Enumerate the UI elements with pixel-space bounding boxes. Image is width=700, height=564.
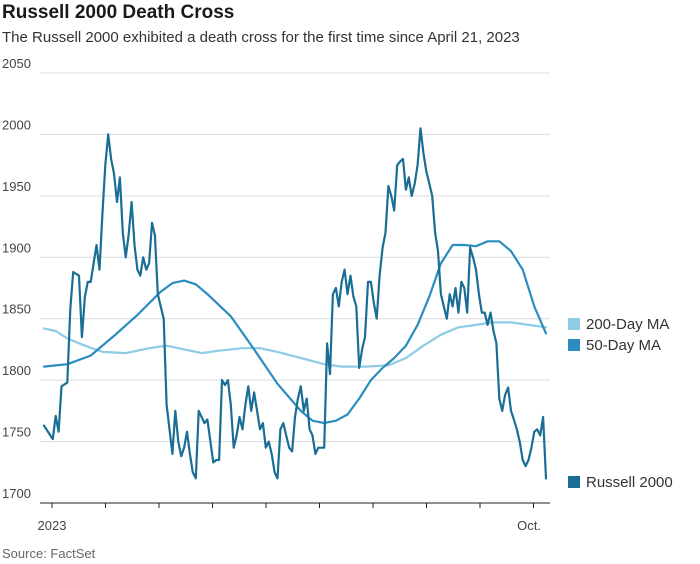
- y-tick-label: 1700: [2, 486, 31, 501]
- y-tick-label: 1900: [2, 240, 31, 255]
- y-axis: 1700 1750 1800 1850 1900 1950 2000 2050: [2, 56, 31, 501]
- legend-label-russell-2000: Russell 2000: [586, 474, 673, 491]
- chart-title: Russell 2000 Death Cross: [2, 2, 235, 23]
- legend-swatch-russell-2000: [568, 476, 580, 488]
- legend-label-50-day-ma: 50-Day MA: [586, 337, 661, 354]
- x-axis: 2023 Oct.: [38, 503, 541, 533]
- x-tick-label-start: 2023: [38, 518, 67, 533]
- x-tick-label-end: Oct.: [517, 518, 541, 533]
- y-tick-label: 1950: [2, 179, 31, 194]
- y-tick-label: 2050: [2, 56, 31, 71]
- source-note: Source: FactSet: [2, 546, 96, 561]
- y-tick-label: 2000: [2, 117, 31, 132]
- legend-swatch-200-day-ma: [568, 318, 580, 330]
- y-tick-label: 1800: [2, 363, 31, 378]
- legend-swatch-50-day-ma: [568, 339, 580, 351]
- legend-label-200-day-ma: 200-Day MA: [586, 316, 669, 333]
- series-lines: [42, 127, 548, 480]
- series-line-russell-2000: [42, 127, 548, 480]
- y-tick-label: 1750: [2, 425, 31, 440]
- grid: [40, 72, 550, 504]
- legend: 200-Day MA 50-Day MA Russell 2000: [568, 316, 673, 491]
- chart-subtitle: The Russell 2000 exhibited a death cross…: [2, 29, 520, 46]
- series-line-50-day-ma: [42, 240, 548, 425]
- series-line-200-day-ma: [42, 321, 548, 368]
- y-tick-label: 1850: [2, 302, 31, 317]
